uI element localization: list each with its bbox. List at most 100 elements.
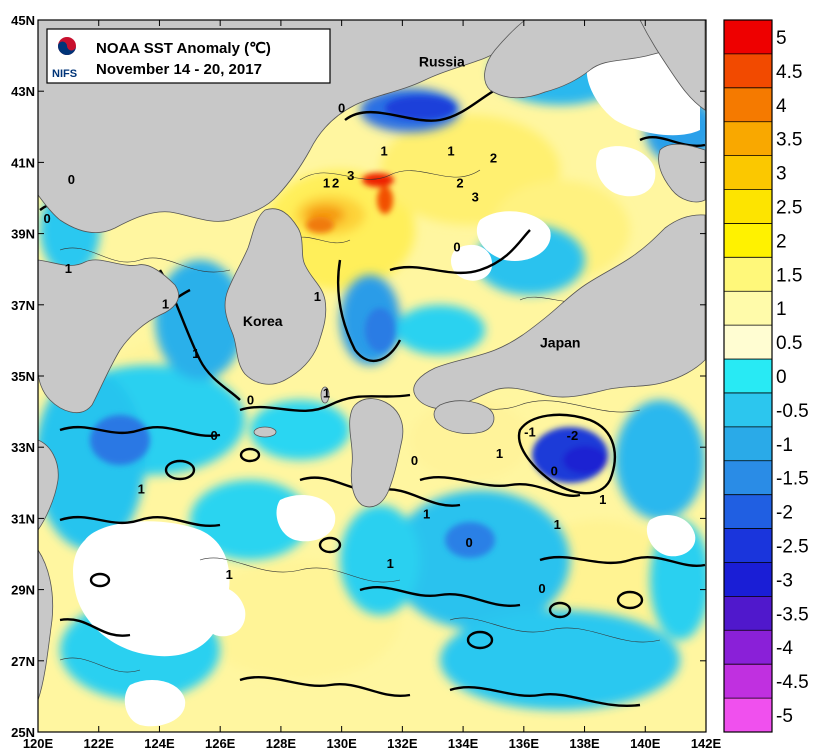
colorbar-label: 4 xyxy=(776,96,787,117)
colorbar-swatch xyxy=(724,460,772,496)
colorbar-label: -2 xyxy=(776,503,793,524)
colorbar-label: 3 xyxy=(776,164,787,185)
lon-tick-label: 142E xyxy=(691,736,722,751)
contour-number: -1 xyxy=(524,425,536,440)
title-line-2: November 14 - 20, 2017 xyxy=(96,61,262,78)
contour-number: 1 xyxy=(226,567,233,582)
colorbar-swatch xyxy=(724,664,772,699)
contour-number: 1 xyxy=(447,143,454,158)
contour-number: 1 xyxy=(162,296,169,311)
contour-number: 3 xyxy=(347,168,354,183)
contour-number: 0 xyxy=(247,392,254,407)
colorbar-swatch xyxy=(724,426,772,462)
colorbar-swatch xyxy=(724,325,772,360)
place-labels: Russia Korea Japan xyxy=(243,53,581,350)
lon-tick-label: 128E xyxy=(266,736,297,751)
colorbar-swatch xyxy=(724,189,772,224)
logo-blue-half xyxy=(58,41,76,55)
colorbar-swatch xyxy=(724,392,772,428)
lon-tick-label: 122E xyxy=(84,736,115,751)
place-label-korea: Korea xyxy=(243,313,283,329)
land-sakhalin xyxy=(639,20,706,111)
contour-number: 0 xyxy=(210,428,217,443)
colorbar-swatch xyxy=(724,20,772,55)
colorbar-label: 0 xyxy=(776,367,787,388)
colorbar-swatch xyxy=(724,494,772,530)
lat-tick-label: 31N xyxy=(11,511,35,526)
colorbar-label: -3.5 xyxy=(776,604,809,625)
title-line-1: NOAA SST Anomaly (℃) xyxy=(96,40,271,57)
colorbar-swatch xyxy=(724,630,772,665)
contour-number: 0 xyxy=(551,464,558,479)
contour-number: 1 xyxy=(381,143,388,158)
lat-tick-label: 27N xyxy=(11,654,35,669)
lon-tick-label: 120E xyxy=(23,736,54,751)
colorbar-label: 4.5 xyxy=(776,62,802,83)
colorbar-swatch xyxy=(724,291,772,326)
colorbar-label: -1 xyxy=(776,435,793,456)
lon-tick-label: 140E xyxy=(630,736,661,751)
contour-number: 0 xyxy=(43,211,50,226)
contour-number: 1 xyxy=(314,289,321,304)
colorbar-swatch xyxy=(724,155,772,191)
lon-tick-label: 132E xyxy=(387,736,418,751)
lat-tick-label: 25N xyxy=(11,725,35,740)
contour-number: 0 xyxy=(453,239,460,254)
colorbar-swatch xyxy=(724,53,772,89)
contour-number: 1 xyxy=(323,385,330,400)
land-east-china xyxy=(38,259,179,414)
colorbar-label: 3.5 xyxy=(776,130,802,151)
strong-cool-regions xyxy=(90,96,702,558)
contour-number: 1 xyxy=(65,261,72,276)
lon-tick-label: 136E xyxy=(509,736,540,751)
contour-number: 1 xyxy=(554,517,561,532)
colorbar-label: -4 xyxy=(776,638,793,659)
colorbar-swatch xyxy=(724,359,772,394)
lon-tick-label: 134E xyxy=(448,736,479,751)
colorbar-label: -3 xyxy=(776,570,793,591)
land-masses xyxy=(38,20,706,701)
colorbar-swatch xyxy=(724,698,772,733)
colorbar-frame xyxy=(723,19,773,733)
latitude-axis: 25N 27N 29N 31N 33N 35N 37N 39N 41N 43N 45N xyxy=(11,13,706,740)
place-label-japan: Japan xyxy=(540,335,580,351)
lat-tick-label: 39N xyxy=(11,227,35,242)
contour-number: 0 xyxy=(68,172,75,187)
contour-number: 2 xyxy=(332,175,339,190)
colorbar-label: 0.5 xyxy=(776,333,802,354)
land-shikoku xyxy=(433,400,495,434)
contour-number: 0 xyxy=(338,101,345,116)
lon-tick-label: 124E xyxy=(144,736,175,751)
colorbar-label: -2.5 xyxy=(776,537,809,558)
contour-number: 1 xyxy=(323,175,330,190)
title-box: NIFS NOAA SST Anomaly (℃) November 14 - … xyxy=(46,28,331,84)
colorbar-label: 1.5 xyxy=(776,265,802,286)
nifs-logo: NIFS xyxy=(52,37,77,80)
colorbar-swatch xyxy=(724,562,772,597)
colorbar-label: -5 xyxy=(776,706,793,727)
lat-tick-label: 33N xyxy=(11,440,35,455)
colorbar-label: 5 xyxy=(776,28,787,49)
place-label-russia: Russia xyxy=(419,53,465,69)
lon-tick-label: 138E xyxy=(569,736,600,751)
lon-tick-label: 126E xyxy=(205,736,236,751)
colorbar-swatch xyxy=(724,596,772,631)
lat-tick-label: 43N xyxy=(11,84,35,99)
land-russia-east xyxy=(484,20,706,99)
contour-number: 1 xyxy=(192,346,199,361)
contour-number: 1 xyxy=(496,446,503,461)
contour-number: 0 xyxy=(411,453,418,468)
lat-tick-label: 41N xyxy=(11,155,35,170)
land-kyushu xyxy=(349,398,404,508)
contour-number: 0 xyxy=(538,581,545,596)
colorbar-label: 2.5 xyxy=(776,197,802,218)
land-korea xyxy=(224,208,327,385)
land-tsushima xyxy=(320,386,330,404)
contour-number: 2 xyxy=(456,175,463,190)
lon-tick-label: 130E xyxy=(326,736,357,751)
title-box-frame xyxy=(46,28,331,84)
colorbar-swatch xyxy=(724,223,772,258)
land-hokkaido xyxy=(658,143,706,203)
contour-number: 2 xyxy=(490,150,497,165)
